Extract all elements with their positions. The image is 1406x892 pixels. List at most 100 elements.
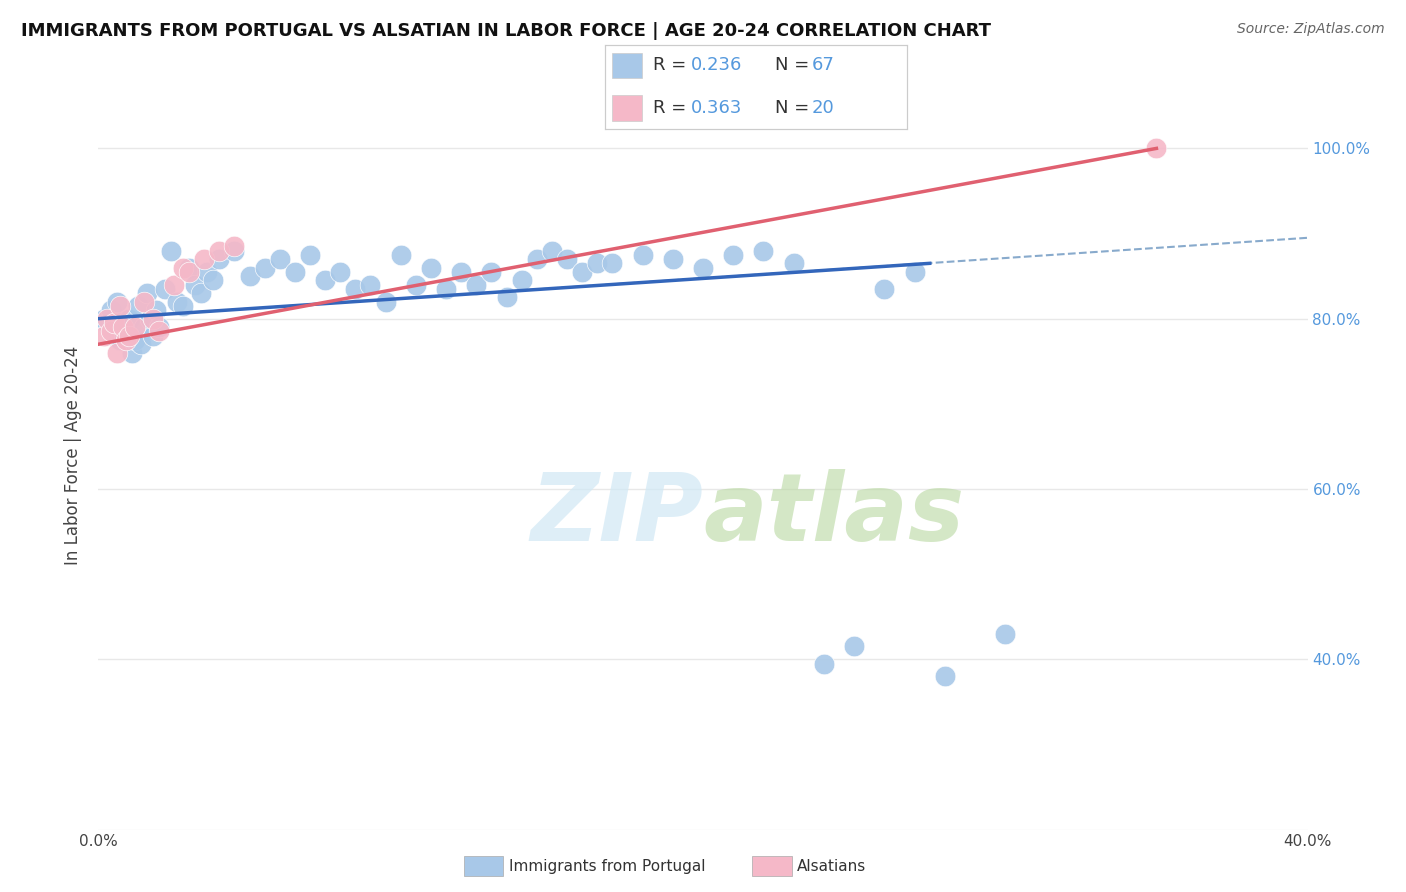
Point	[114, 325, 136, 339]
Point	[934, 669, 956, 683]
Point	[389, 248, 412, 262]
Bar	[612, 95, 643, 120]
Text: 0.363: 0.363	[690, 99, 742, 117]
Point	[481, 265, 503, 279]
Point	[135, 286, 157, 301]
Point	[193, 252, 215, 266]
Point	[195, 265, 218, 279]
Point	[129, 337, 152, 351]
Point	[132, 294, 155, 309]
Point	[118, 328, 141, 343]
Text: R =: R =	[652, 99, 692, 117]
Point	[208, 252, 231, 266]
Point	[510, 273, 533, 287]
Point	[208, 244, 231, 258]
Point	[752, 244, 775, 258]
Point	[586, 256, 609, 270]
Point	[314, 273, 336, 287]
Point	[108, 299, 131, 313]
Point	[224, 244, 246, 258]
Point	[145, 303, 167, 318]
Point	[142, 311, 165, 326]
Point	[299, 248, 322, 262]
Text: Source: ZipAtlas.com: Source: ZipAtlas.com	[1237, 22, 1385, 37]
Point	[160, 244, 183, 258]
Point	[450, 265, 472, 279]
Point	[329, 265, 352, 279]
Point	[139, 311, 162, 326]
Text: R =: R =	[652, 56, 692, 74]
Point	[179, 265, 201, 279]
Point	[224, 239, 246, 253]
Point	[631, 248, 654, 262]
Point	[420, 260, 443, 275]
Point	[692, 260, 714, 275]
Point	[103, 316, 125, 330]
Point	[96, 316, 118, 330]
Point	[124, 333, 146, 347]
Point	[166, 294, 188, 309]
Point	[142, 328, 165, 343]
Text: IMMIGRANTS FROM PORTUGAL VS ALSATIAN IN LABOR FORCE | AGE 20-24 CORRELATION CHAR: IMMIGRANTS FROM PORTUGAL VS ALSATIAN IN …	[21, 22, 991, 40]
Point	[100, 325, 122, 339]
Text: N =: N =	[775, 56, 815, 74]
Point	[284, 265, 307, 279]
Point	[184, 277, 207, 292]
Bar	[612, 54, 643, 78]
Point	[602, 256, 624, 270]
Point	[105, 294, 128, 309]
Point	[118, 311, 141, 326]
Point	[93, 311, 115, 326]
Point	[172, 299, 194, 313]
Point	[239, 269, 262, 284]
Point	[103, 328, 125, 343]
Point	[434, 282, 457, 296]
Point	[873, 282, 896, 296]
Point	[555, 252, 578, 266]
Point	[108, 333, 131, 347]
Point	[540, 244, 562, 258]
Point	[100, 303, 122, 318]
Point	[374, 294, 396, 309]
Point	[344, 282, 367, 296]
Point	[465, 277, 488, 292]
Y-axis label: In Labor Force | Age 20-24: In Labor Force | Age 20-24	[65, 345, 83, 565]
Point	[111, 320, 134, 334]
Point	[844, 640, 866, 654]
Point	[571, 265, 593, 279]
Point	[179, 260, 201, 275]
Text: 0.236: 0.236	[690, 56, 742, 74]
Text: Immigrants from Portugal: Immigrants from Portugal	[509, 859, 706, 873]
Point	[148, 320, 170, 334]
Point	[96, 311, 118, 326]
Point	[114, 333, 136, 347]
Point	[172, 260, 194, 275]
Point	[105, 345, 128, 359]
Point	[813, 657, 835, 671]
Point	[153, 282, 176, 296]
Point	[111, 320, 134, 334]
Text: Alsatians: Alsatians	[797, 859, 866, 873]
Text: 20: 20	[811, 99, 834, 117]
Point	[994, 626, 1017, 640]
Text: 67: 67	[811, 56, 835, 74]
Point	[202, 273, 225, 287]
Text: N =: N =	[775, 99, 815, 117]
Point	[723, 248, 745, 262]
Point	[163, 277, 186, 292]
Point	[661, 252, 683, 266]
Point	[783, 256, 806, 270]
Point	[124, 320, 146, 334]
Point	[360, 277, 382, 292]
Text: ZIP: ZIP	[530, 469, 703, 561]
Point	[132, 320, 155, 334]
Point	[121, 345, 143, 359]
Text: atlas: atlas	[703, 469, 965, 561]
Point	[127, 299, 149, 313]
Point	[93, 328, 115, 343]
Point	[526, 252, 548, 266]
Point	[495, 290, 517, 304]
Point	[190, 286, 212, 301]
Point	[269, 252, 291, 266]
Point	[1144, 141, 1167, 155]
